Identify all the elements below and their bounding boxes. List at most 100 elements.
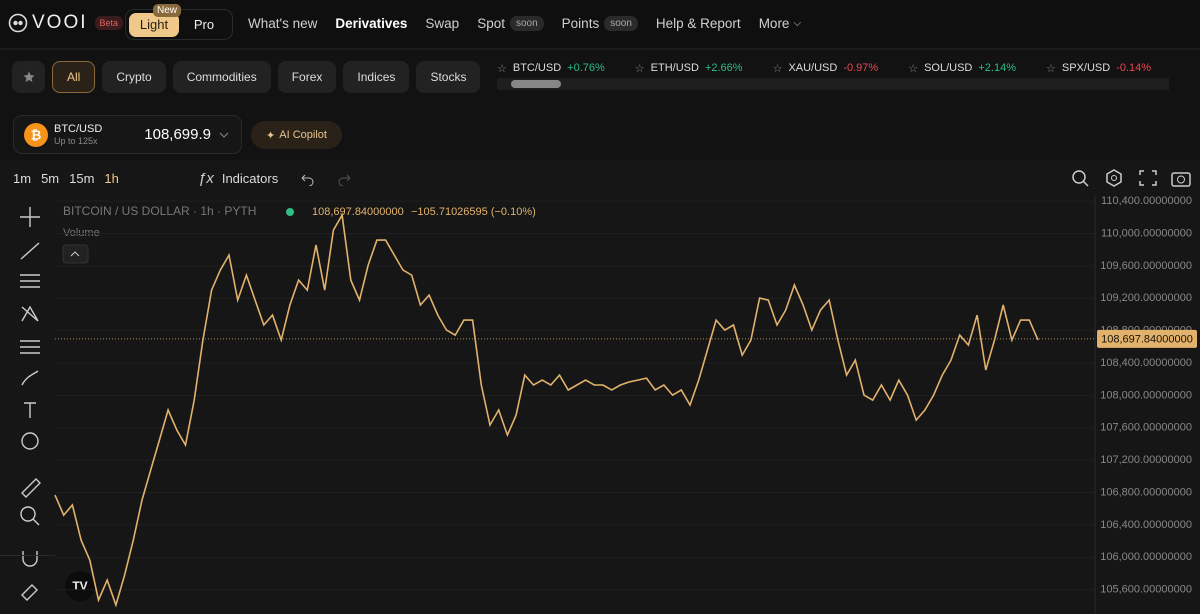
- btc-icon: ₿: [24, 122, 48, 147]
- nav-link-label: More: [758, 16, 790, 31]
- ticker-change: -0.14%: [1116, 62, 1152, 74]
- filter-tab[interactable]: Crypto: [102, 61, 166, 93]
- indicators-button[interactable]: ƒx Indicators: [198, 170, 278, 187]
- svg-text:₿: ₿: [31, 127, 42, 142]
- theme-toggle: Light New Pro: [125, 3, 233, 40]
- tool-divider: [0, 555, 55, 556]
- tv-logo-text: TV: [72, 579, 87, 593]
- ticker-symbol: XAU/USD: [788, 62, 838, 74]
- filter-tab[interactable]: Commodities: [172, 61, 271, 93]
- light-button[interactable]: Light New: [129, 3, 182, 37]
- ticker[interactable]: ☆ BTC/USD +0.76%: [497, 62, 605, 75]
- ticker[interactable]: ☆ SOL/USD +2.14%: [908, 62, 1016, 75]
- sparkle: ✦: [266, 129, 276, 142]
- market-selector[interactable]: ₿ BTC/USD Up to 125x 108,699.9: [13, 115, 242, 154]
- nav-link-label: Swap: [425, 16, 460, 31]
- ticker-star: ☆: [1046, 62, 1056, 75]
- collapse-button[interactable]: [62, 244, 89, 264]
- filter-tab[interactable]: Stocks: [416, 61, 481, 93]
- fx-icon: ƒx: [198, 170, 214, 187]
- ticker-symbol: ETH/USD: [650, 62, 699, 74]
- ticker-symbol: SOL/USD: [924, 62, 973, 74]
- price-change: −105.71026595 (−0.10%): [411, 206, 536, 218]
- ticker-change: +2.66%: [704, 62, 743, 74]
- collapse-icon: [70, 251, 80, 257]
- ticker-symbol: BTC/USD: [512, 62, 562, 74]
- copilot-label: AI Copilot: [279, 129, 327, 141]
- filter-tab[interactable]: Forex: [277, 61, 337, 93]
- chart-title: BITCOIN / US DOLLAR · 1h · PYTH: [63, 204, 256, 218]
- logo-text: VOOI: [32, 12, 88, 33]
- nav-link[interactable]: Spot soon: [477, 16, 544, 31]
- filter-bar: All Crypto Commodities Forex Indices Stocks: [12, 61, 481, 93]
- last-price: 108,697.84000000: [312, 206, 404, 218]
- y-tick-label: 109,200.00000000: [1100, 292, 1192, 304]
- nav-link[interactable]: Points soon: [562, 16, 638, 31]
- soon-tag: soon: [604, 16, 638, 31]
- soon-tag: soon: [509, 16, 544, 31]
- favorites-button[interactable]: [12, 61, 45, 93]
- chart-actions: [1072, 169, 1191, 187]
- ticker-change: +2.14%: [978, 62, 1016, 74]
- logo-icon: [8, 13, 28, 33]
- ticker[interactable]: ☆ XAU/USD -0.97%: [773, 62, 879, 75]
- status-dot: [286, 208, 294, 216]
- ticker-star: ☆: [634, 62, 645, 75]
- chart-panel: [0, 160, 1200, 614]
- market-symbol: BTC/USD: [54, 122, 103, 135]
- interval[interactable]: 1h: [104, 170, 119, 186]
- ticker-star: ☆: [772, 62, 783, 75]
- last-price-tag-label: 108,697.84000000: [1101, 333, 1193, 345]
- tv-logo: [65, 571, 95, 601]
- nav-link[interactable]: What's new: [248, 16, 317, 31]
- nav-link[interactable]: Swap: [425, 16, 459, 31]
- top-nav: VOOI Beta Light New Pro What's new Deriva…: [0, 0, 1200, 48]
- ai-copilot-button[interactable]: ✦ AI Copilot: [251, 121, 342, 149]
- y-tick-label: 107,600.00000000: [1100, 422, 1192, 434]
- last-price-tag: [1097, 329, 1197, 348]
- nav-links: What's new Derivatives Swap Spot soon Points s…: [248, 16, 819, 31]
- indicators-label: Indicators: [221, 171, 279, 186]
- filter-tab[interactable]: All: [52, 61, 96, 93]
- star-icon: [23, 71, 34, 82]
- y-tick-label: 105,600.00000000: [1100, 584, 1192, 596]
- y-tick-label: 108,000.00000000: [1100, 389, 1192, 401]
- price-line: [54, 212, 1039, 608]
- filter-tab[interactable]: Indices: [343, 61, 410, 93]
- y-tick-label: 108,400.00000000: [1100, 357, 1192, 369]
- interval-bar: 1m 5m 15m 1h: [13, 170, 129, 186]
- interval[interactable]: 5m: [41, 170, 60, 186]
- chevron: [219, 132, 229, 138]
- ticker-change: +0.76%: [567, 62, 605, 74]
- ticker[interactable]: ☆ ETH/USD +2.66%: [635, 62, 743, 75]
- ticker-star: ☆: [497, 62, 507, 75]
- pro-button[interactable]: Pro: [193, 17, 215, 32]
- nav-link[interactable]: Derivatives: [335, 16, 407, 31]
- drawing-tools: [20, 207, 41, 601]
- scrollbar: [497, 78, 1169, 90]
- y-tick-label: 109,600.00000000: [1100, 260, 1192, 272]
- nav-link[interactable]: More ⌵: [759, 16, 801, 31]
- ticker-strip: ☆ BTC/USD +0.76% ☆ ETH/USD +2.66% ☆ XAU/USD -0.9…: [497, 61, 1181, 75]
- more-chevron: ⌵: [793, 18, 802, 29]
- filter-tabs: All Crypto Commodities Forex Indices Stocks: [45, 61, 481, 93]
- market-leverage: Up to 125x: [54, 135, 98, 146]
- nav-link-label: Points: [561, 16, 600, 31]
- light-label: Light: [139, 17, 169, 32]
- ticker[interactable]: ☆ SPX/USD -0.14%: [1046, 62, 1151, 75]
- interval[interactable]: 15m: [69, 170, 95, 186]
- new-badge: New: [153, 3, 182, 17]
- interval[interactable]: 1m: [13, 170, 32, 186]
- beta-badge: Beta: [94, 16, 124, 30]
- y-tick-label: 110,400.00000000: [1101, 195, 1192, 207]
- nav-link[interactable]: Help & Report: [656, 16, 741, 31]
- y-tick-label: 106,000.00000000: [1100, 551, 1192, 563]
- ticker-change: -0.97%: [843, 62, 879, 74]
- nav-link-label: Derivatives: [335, 16, 408, 31]
- ticker-star: ☆: [908, 62, 919, 75]
- y-tick-label: 106,800.00000000: [1100, 486, 1192, 498]
- scroll-thumb[interactable]: [511, 80, 561, 88]
- y-tick-label: 106,400.00000000: [1100, 519, 1192, 531]
- logo[interactable]: VOOI Beta: [8, 12, 124, 34]
